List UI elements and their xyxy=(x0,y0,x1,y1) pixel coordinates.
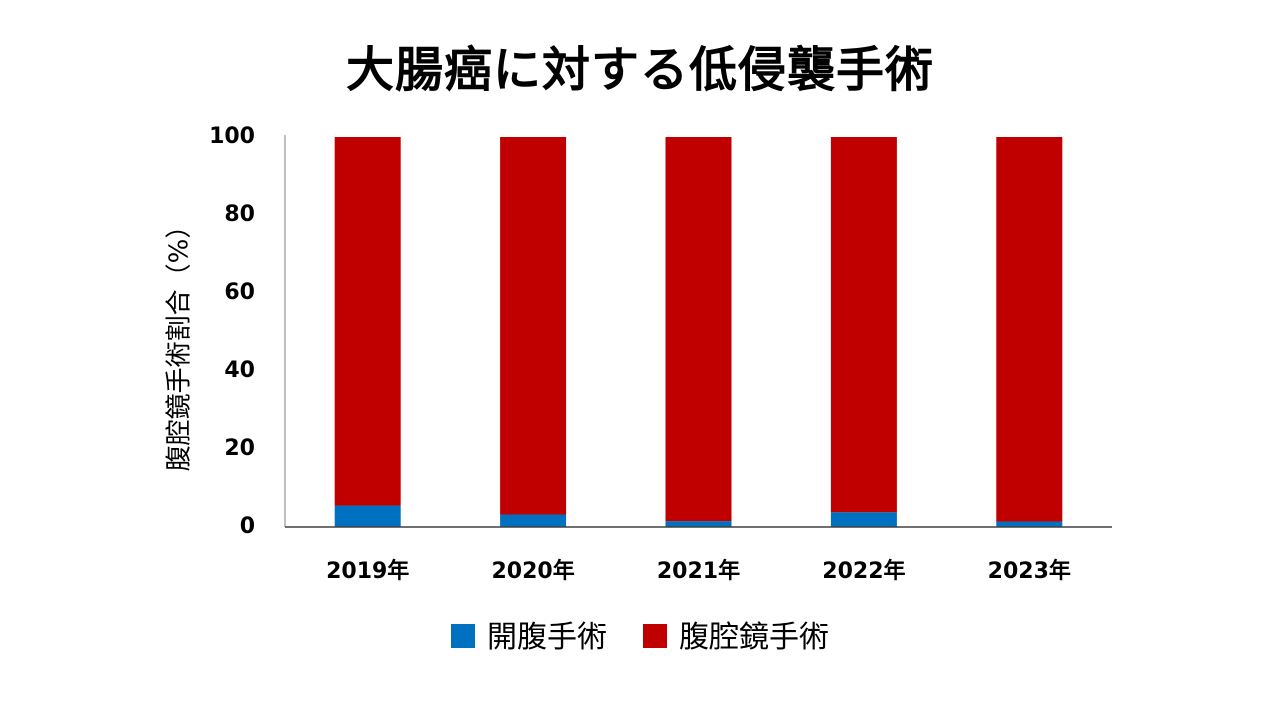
x-axis-labels: 2019年 2020年 2021年 2022年 2023年 xyxy=(326,558,1071,584)
x-category-label: 2019年 xyxy=(326,558,409,584)
legend-label-open-surgery: 開腹手術 xyxy=(487,620,607,655)
x-category-label: 2021年 xyxy=(657,558,740,584)
y-tick-label: 60 xyxy=(224,280,255,305)
bar-segment-laparoscopic-surgery xyxy=(830,137,897,513)
y-tick-label: 80 xyxy=(224,202,255,227)
bars-group xyxy=(334,137,1063,527)
bar-segment-open-surgery xyxy=(334,505,401,527)
bar-segment-open-surgery xyxy=(996,521,1063,527)
y-axis-title: 腹腔鏡手術割合（%） xyxy=(165,213,195,472)
y-tick-label: 100 xyxy=(209,124,255,149)
y-axis-ticks: 0 20 40 60 80 100 xyxy=(209,124,255,539)
y-tick-label: 20 xyxy=(224,436,255,461)
legend-item-laparoscopic-surgery: 腹腔鏡手術 xyxy=(643,612,829,656)
y-tick-label: 40 xyxy=(224,358,255,383)
bar-segment-open-surgery xyxy=(500,514,567,527)
bar-segment-laparoscopic-surgery xyxy=(665,137,732,522)
legend-swatch-laparoscopic-surgery xyxy=(643,624,667,648)
bar-segment-open-surgery xyxy=(830,512,897,527)
x-category-label: 2020年 xyxy=(491,558,574,584)
bar-segment-laparoscopic-surgery xyxy=(334,137,401,506)
legend-item-open-surgery: 開腹手術 xyxy=(451,612,607,656)
x-category-label: 2023年 xyxy=(988,558,1071,584)
bar-segment-open-surgery xyxy=(665,521,732,527)
chart-title: 大腸癌に対する低侵襲手術 xyxy=(345,42,934,98)
legend-swatch-open-surgery xyxy=(451,624,475,648)
x-category-label: 2022年 xyxy=(822,558,905,584)
bar-segment-laparoscopic-surgery xyxy=(500,137,567,515)
legend: 開腹手術 腹腔鏡手術 xyxy=(0,612,1280,656)
y-tick-label: 0 xyxy=(240,514,255,539)
bar-segment-laparoscopic-surgery xyxy=(996,137,1063,522)
legend-label-laparoscopic-surgery: 腹腔鏡手術 xyxy=(679,620,829,655)
